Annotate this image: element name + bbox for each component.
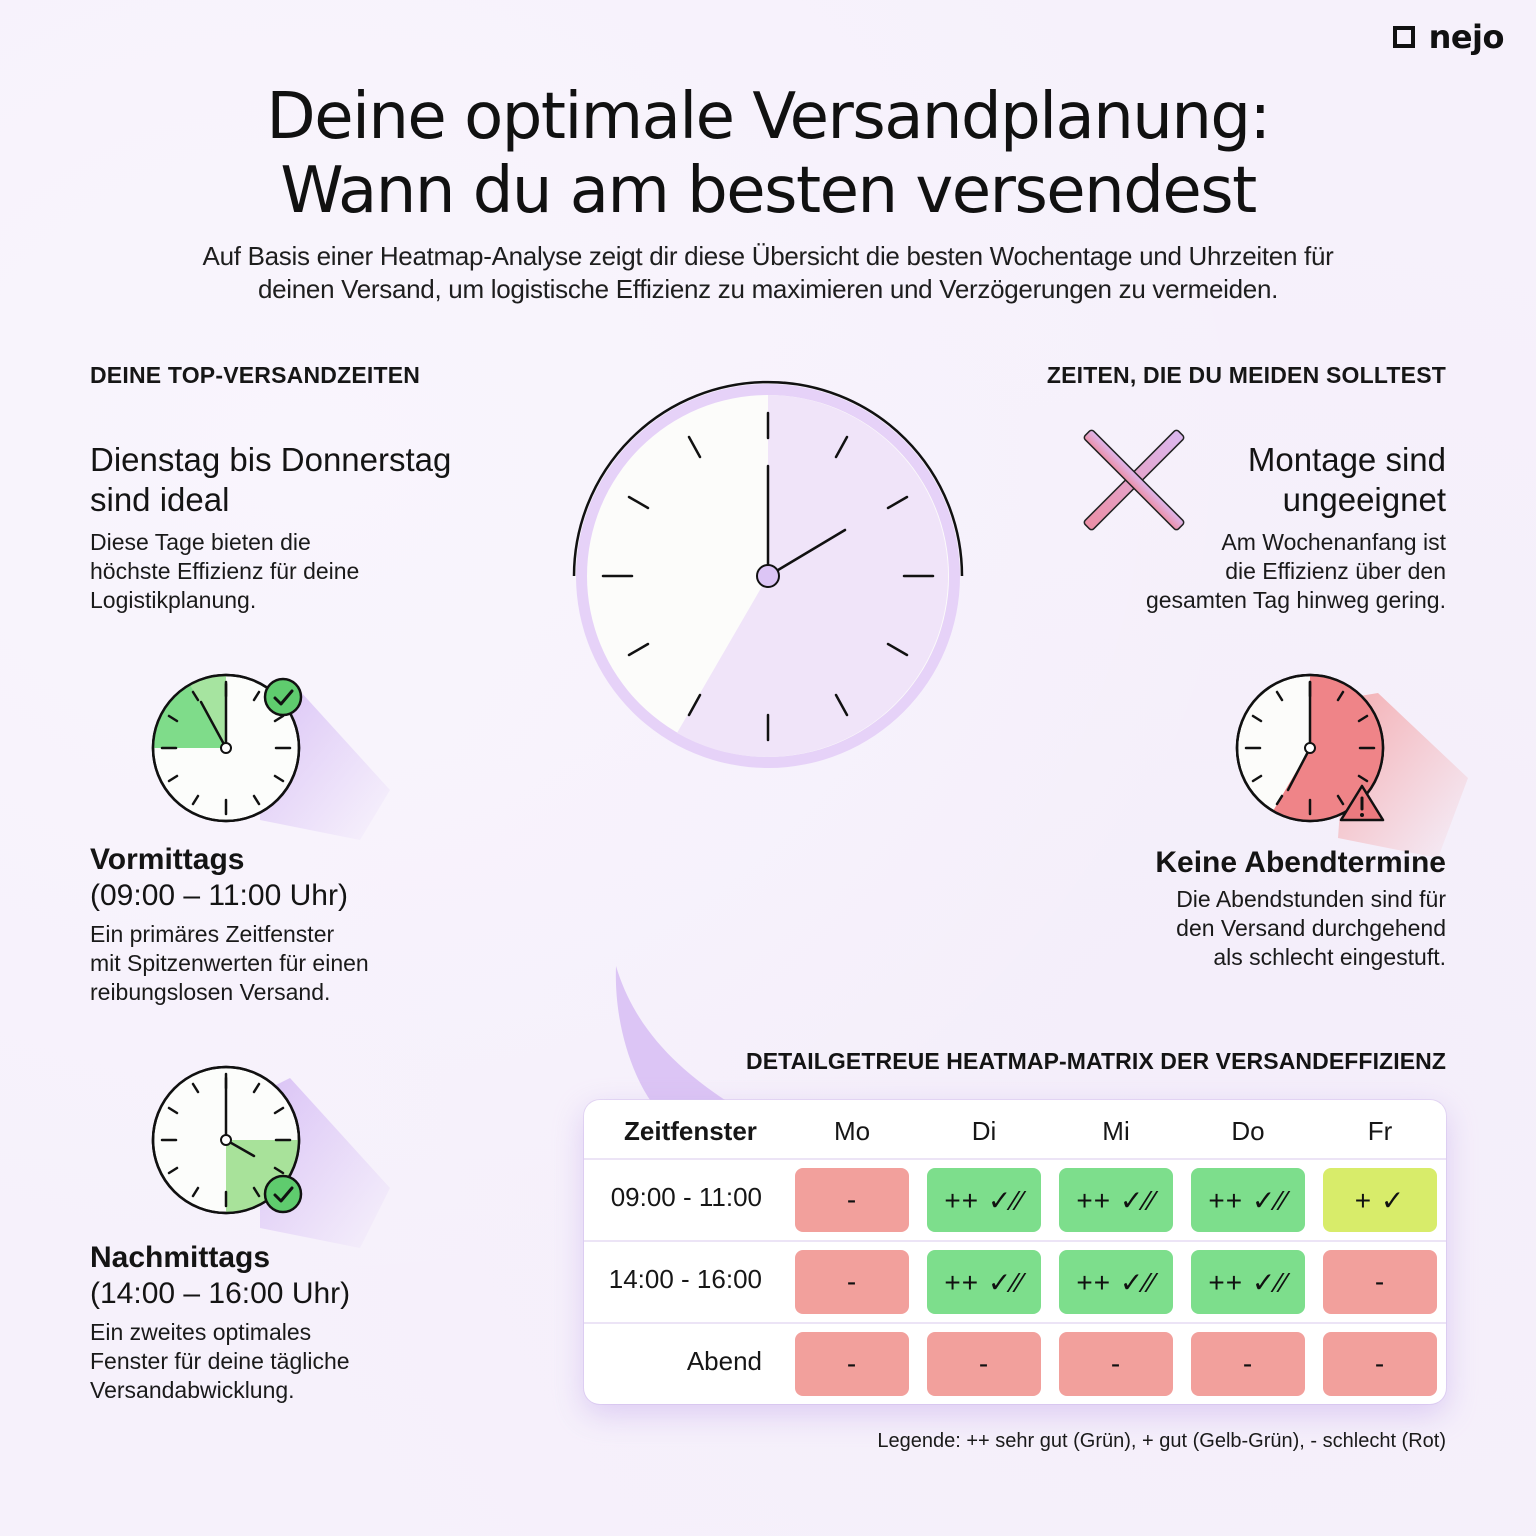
heatmap-legend: Legende: ++ sehr gut (Grün), + gut (Gelb… — [877, 1430, 1446, 1452]
decorative-curve — [610, 960, 730, 1100]
ideal-days-heading-2: sind ideal — [90, 481, 230, 518]
cell-mo-morning: - — [795, 1168, 909, 1232]
square-outline-icon — [1392, 26, 1415, 48]
header-zeitfenster: Zeitfenster — [624, 1116, 757, 1146]
cell-mi-afternoon: ++ ✓⁄⁄ — [1059, 1250, 1173, 1314]
morning-text-2: mit Spitzenwerten für einen — [90, 950, 369, 976]
table-row: 14:00 - 16:00 - ++ ✓⁄⁄ ++ ✓⁄⁄ ++ ✓⁄⁄ - — [584, 1240, 1446, 1322]
cell-do-morning: ++ ✓⁄⁄ — [1191, 1168, 1305, 1232]
cell-do-evening: - — [1191, 1332, 1305, 1396]
title-line-1: Deine optimale Versandplanung: — [266, 80, 1271, 154]
heatmap-title: DETAILGETREUE HEATMAP-MATRIX DER VERSAND… — [745, 1048, 1446, 1074]
morning-heading: Vormittags — [90, 843, 245, 876]
ideal-days-text-2: höchste Effizienz für deine — [90, 558, 360, 584]
cell-di-evening: - — [927, 1332, 1041, 1396]
morning-time: (09:00 – 11:00 Uhr) — [90, 879, 348, 912]
ideal-days-text-3: Logistikplanung. — [90, 587, 257, 613]
afternoon-text-2: Fenster für deine tägliche — [90, 1348, 350, 1374]
row-label: Abend — [686, 1346, 762, 1376]
afternoon-text-3: Versandabwicklung. — [90, 1377, 295, 1403]
afternoon-block: Nachmittags (14:00 – 16:00 Uhr) Ein zwei… — [90, 1240, 350, 1405]
evening-block: Keine Abendtermine Die Abendstunden sind… — [1155, 845, 1446, 972]
cell-mo-evening: - — [795, 1332, 909, 1396]
morning-text: Ein primäres Zeitfenster — [90, 921, 335, 947]
brand-name: nejo — [1428, 18, 1505, 56]
title-line-2: Wann du am besten versendest — [280, 154, 1257, 228]
x-mark-icon — [1078, 424, 1190, 536]
afternoon-text: Ein zweites optimales — [90, 1319, 312, 1345]
evening-text-2: den Versand durchgehend — [1176, 915, 1446, 941]
cell-mi-morning: ++ ✓⁄⁄ — [1059, 1168, 1173, 1232]
top-times-label: DEINE TOP-VERSANDZEITEN — [90, 362, 421, 388]
evening-heading: Keine Abendtermine — [1155, 846, 1446, 879]
large-clock-icon — [560, 368, 980, 788]
monday-text-2: die Effizienz über den — [1225, 558, 1446, 584]
monday-heading: Montage sind — [1247, 441, 1446, 478]
evening-text: Die Abendstunden sind für — [1176, 886, 1446, 912]
monday-text: Am Wochenanfang ist — [1221, 529, 1446, 555]
afternoon-time: (14:00 – 16:00 Uhr) — [90, 1277, 351, 1310]
subtitle-line-2: deinen Versand, um logistische Effizienz… — [257, 274, 1279, 304]
subtitle-line-1: Auf Basis einer Heatmap-Analyse zeigt di… — [202, 241, 1334, 271]
afternoon-heading: Nachmittags — [90, 1241, 271, 1274]
ideal-days-heading: Dienstag bis Donnerstag — [90, 441, 452, 478]
heatmap-table: Zeitfenster Mo Di Mi Do Fr 09:00 - 11:00… — [584, 1100, 1446, 1404]
table-row: 09:00 - 11:00 - ++ ✓⁄⁄ ++ ✓⁄⁄ ++ ✓⁄⁄ + ✓ — [584, 1158, 1446, 1240]
header-di: Di — [971, 1116, 997, 1146]
cell-do-afternoon: ++ ✓⁄⁄ — [1191, 1250, 1305, 1314]
morning-block: Vormittags (09:00 – 11:00 Uhr) Ein primä… — [90, 842, 369, 1007]
brand-logo: nejo — [1392, 18, 1505, 56]
monday-text-3: gesamten Tag hinweg gering. — [1145, 587, 1446, 613]
avoid-times-label: ZEITEN, DIE DU MEIDEN SOLLTEST — [1046, 362, 1446, 388]
table-row: Abend - - - - - — [584, 1322, 1446, 1404]
header-do: Do — [1231, 1116, 1265, 1146]
header-mi: Mi — [1102, 1116, 1130, 1146]
page-subtitle: Auf Basis einer Heatmap-Analyse zeigt di… — [0, 240, 1536, 306]
evening-text-3: als schlecht eingestuft. — [1213, 944, 1446, 970]
monday-heading-2: ungeeignet — [1282, 481, 1446, 518]
ideal-days-block: Dienstag bis Donnerstag sind ideal Diese… — [90, 440, 451, 615]
cell-fr-morning: + ✓ — [1323, 1168, 1437, 1232]
clock-morning-check-icon — [140, 660, 400, 860]
monday-block: Montage sind ungeeignet Am Wochenanfang … — [1146, 440, 1446, 615]
ideal-days-text: Diese Tage bieten die — [90, 529, 311, 555]
clock-evening-warning-icon — [1228, 668, 1488, 868]
morning-text-3: reibungslosen Versand. — [90, 979, 331, 1005]
row-label: 09:00 - 11:00 — [610, 1182, 762, 1212]
header-mo: Mo — [833, 1116, 871, 1146]
header-fr: Fr — [1367, 1116, 1393, 1146]
cell-di-afternoon: ++ ✓⁄⁄ — [927, 1250, 1041, 1314]
row-label: 14:00 - 16:00 — [608, 1264, 762, 1294]
cell-di-morning: ++ ✓⁄⁄ — [927, 1168, 1041, 1232]
heatmap-header-row: Zeitfenster Mo Di Mi Do Fr — [584, 1100, 1446, 1160]
clock-afternoon-check-icon — [140, 1058, 400, 1258]
page-title: Deine optimale Versandplanung: Wann du a… — [0, 80, 1536, 228]
cell-mi-evening: - — [1059, 1332, 1173, 1396]
cell-fr-evening: - — [1323, 1332, 1437, 1396]
cell-fr-afternoon: - — [1323, 1250, 1437, 1314]
cell-mo-afternoon: - — [795, 1250, 909, 1314]
